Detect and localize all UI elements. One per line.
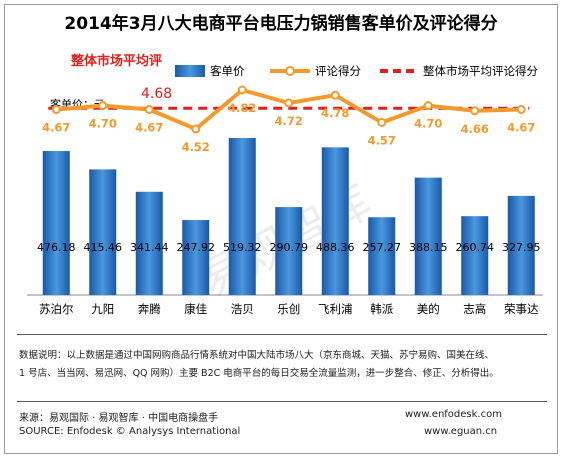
legend: 整体市场平均评 客单价 评论得分 整体市场平均评论得分 bbox=[70, 53, 538, 78]
bar bbox=[368, 217, 396, 295]
x-tick-label: 奔腾 bbox=[138, 302, 161, 316]
bar-value-label: 388.15 bbox=[409, 241, 448, 254]
chart-canvas: 2014年3月八大电商平台电压力锅销售客单价及评论得分 易观智库 整体市场平均评… bbox=[27, 13, 543, 316]
bar bbox=[228, 138, 256, 295]
score-value-label: 4.70 bbox=[89, 117, 117, 131]
chart-frame: 2014年3月八大电商平台电压力锅销售客单价及评论得分 易观智库 整体市场平均评… bbox=[4, 4, 558, 454]
score-value-label: 4.66 bbox=[461, 122, 489, 136]
x-tick-label: 浩贝 bbox=[231, 302, 254, 316]
bar bbox=[89, 169, 117, 295]
bar-value-label: 260.74 bbox=[456, 241, 495, 254]
bar bbox=[275, 207, 303, 295]
score-point bbox=[191, 124, 201, 134]
bar-value-label: 488.36 bbox=[316, 241, 355, 254]
score-value-label: 4.57 bbox=[368, 134, 396, 148]
separator-bottom bbox=[17, 401, 547, 402]
source-url-eguan: www.eguan.cn bbox=[424, 426, 498, 437]
bar-value-label: 341.44 bbox=[130, 241, 169, 254]
bar bbox=[414, 177, 442, 295]
score-point bbox=[237, 85, 247, 95]
legend-swatch-price bbox=[175, 65, 205, 77]
bar-value-label: 415.46 bbox=[84, 241, 123, 254]
score-value-label: 4.82 bbox=[228, 101, 256, 115]
separator-top bbox=[17, 334, 547, 335]
score-point bbox=[51, 105, 61, 114]
score-value-label: 4.67 bbox=[135, 121, 163, 135]
source-url-enfodesk: www.enfodesk.com bbox=[405, 409, 502, 420]
bar-value-label: 247.92 bbox=[177, 241, 216, 254]
chart-title: 2014年3月八大电商平台电压力锅销售客单价及评论得分 bbox=[64, 13, 497, 34]
score-point bbox=[284, 98, 294, 108]
bar-value-label: 476.18 bbox=[37, 241, 76, 254]
bar-value-label: 519.32 bbox=[223, 241, 262, 254]
data-note-line-2: 1 号店、当当网、易迅网、QQ 网购）主要 B2C 电商平台的每日交易全流量监测… bbox=[19, 368, 499, 379]
bar bbox=[42, 151, 70, 295]
avg-value: 4.68 bbox=[141, 86, 172, 102]
data-note-line-1: 数据说明：以上数据是通过中国网购商品行情系统对中国大陆市场八大（京东商城、天猫、… bbox=[19, 350, 495, 361]
bar-value-label: 257.27 bbox=[363, 241, 402, 254]
legend-label-avg: 整体市场平均评论得分 bbox=[423, 64, 538, 78]
bar bbox=[182, 220, 210, 295]
score-value-label: 4.67 bbox=[507, 121, 535, 135]
score-value-label: 4.52 bbox=[182, 140, 210, 154]
bar bbox=[135, 191, 163, 295]
bar-value-label: 327.95 bbox=[502, 241, 541, 254]
x-tick-label: 美的 bbox=[417, 302, 440, 316]
avg-label: 整体市场平均评 bbox=[70, 53, 162, 69]
source-en: SOURCE: Enfodesk © Analysys Internationa… bbox=[19, 426, 241, 437]
legend-label-score: 评论得分 bbox=[315, 64, 361, 78]
x-tick-label: 荣事达 bbox=[504, 302, 539, 316]
score-point bbox=[423, 101, 433, 111]
x-tick-label: 志高 bbox=[463, 302, 486, 316]
x-tick-label: 九阳 bbox=[91, 302, 114, 316]
x-tick-label: 康佳 bbox=[184, 302, 207, 316]
source-cn: 来源：易观国际 · 易观智库 · 中国电商操盘手 bbox=[19, 413, 219, 424]
score-point bbox=[330, 90, 340, 100]
bar bbox=[507, 195, 535, 295]
score-value-label: 4.78 bbox=[321, 106, 349, 120]
score-value-label: 4.70 bbox=[414, 117, 442, 131]
bar-value-label: 290.79 bbox=[270, 241, 309, 254]
plot-area: 476.18 苏泊尔 415.46 九阳 341.44 奔腾 247.92 康佳 519.32 浩… bbox=[27, 85, 543, 316]
bar bbox=[321, 147, 349, 295]
legend-label-price: 客单价 bbox=[210, 64, 245, 78]
legend-marker-score bbox=[285, 66, 295, 76]
score-point bbox=[516, 105, 526, 114]
x-tick-label: 飞利浦 bbox=[318, 302, 353, 316]
score-point bbox=[98, 101, 108, 111]
x-tick-label: 韩派 bbox=[370, 302, 393, 316]
score-value-label: 4.72 bbox=[275, 114, 303, 128]
bar bbox=[461, 216, 489, 295]
score-value-label: 4.67 bbox=[42, 121, 70, 135]
score-point bbox=[144, 105, 154, 114]
x-tick-label: 苏泊尔 bbox=[39, 302, 74, 316]
score-point bbox=[470, 106, 480, 116]
x-tick-label: 乐创 bbox=[277, 302, 300, 316]
score-point bbox=[377, 118, 387, 127]
